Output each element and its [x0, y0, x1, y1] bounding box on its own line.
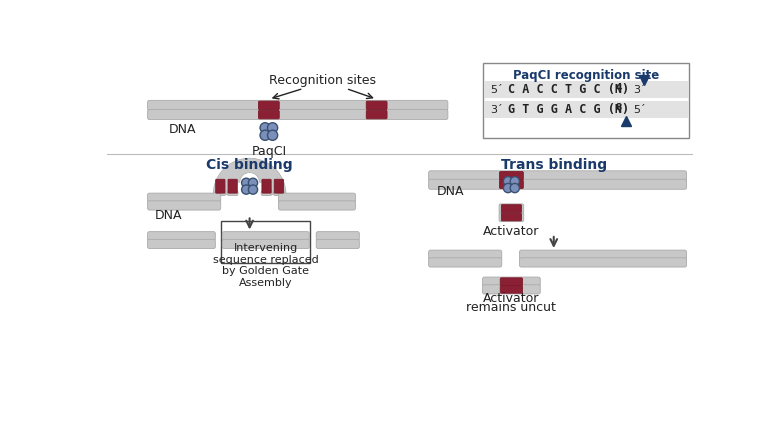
Circle shape — [268, 130, 278, 140]
FancyBboxPatch shape — [316, 232, 360, 241]
FancyBboxPatch shape — [499, 172, 523, 180]
Circle shape — [510, 183, 519, 193]
Text: remains uncut: remains uncut — [466, 301, 556, 314]
FancyBboxPatch shape — [502, 205, 521, 212]
FancyBboxPatch shape — [429, 258, 502, 267]
FancyBboxPatch shape — [261, 191, 272, 195]
FancyBboxPatch shape — [147, 239, 215, 249]
Text: C A C C T G C (N): C A C C T G C (N) — [508, 83, 629, 96]
FancyBboxPatch shape — [147, 201, 221, 210]
FancyBboxPatch shape — [500, 285, 523, 293]
Circle shape — [503, 183, 512, 193]
FancyBboxPatch shape — [316, 239, 360, 249]
Text: DNA: DNA — [155, 209, 183, 222]
FancyBboxPatch shape — [367, 101, 387, 110]
FancyBboxPatch shape — [278, 193, 356, 202]
Text: DNA: DNA — [437, 185, 464, 198]
FancyBboxPatch shape — [222, 232, 310, 241]
FancyBboxPatch shape — [216, 179, 225, 193]
FancyBboxPatch shape — [483, 285, 541, 294]
FancyBboxPatch shape — [278, 201, 356, 210]
Text: 8: 8 — [615, 103, 622, 112]
Text: Trans binding: Trans binding — [501, 159, 607, 172]
Text: Intervening
sequence replaced
by Golden Gate
Assembly: Intervening sequence replaced by Golden … — [213, 243, 319, 288]
FancyBboxPatch shape — [483, 277, 541, 286]
Text: 3´: 3´ — [633, 85, 646, 95]
Bar — [484, 102, 689, 118]
Text: G T G G A C G (N): G T G G A C G (N) — [508, 103, 629, 116]
FancyBboxPatch shape — [227, 191, 238, 195]
FancyBboxPatch shape — [519, 258, 686, 267]
Circle shape — [260, 123, 270, 133]
FancyBboxPatch shape — [499, 204, 523, 213]
Circle shape — [260, 130, 270, 140]
FancyBboxPatch shape — [147, 100, 448, 110]
FancyBboxPatch shape — [429, 179, 686, 189]
Circle shape — [242, 178, 251, 187]
FancyBboxPatch shape — [502, 213, 521, 221]
Circle shape — [248, 185, 257, 194]
Text: 5´: 5´ — [633, 105, 646, 115]
Bar — [484, 82, 689, 99]
Circle shape — [510, 177, 519, 186]
FancyBboxPatch shape — [258, 101, 279, 110]
FancyBboxPatch shape — [519, 250, 686, 259]
Circle shape — [242, 185, 251, 194]
Circle shape — [503, 177, 512, 186]
Text: DNA: DNA — [168, 123, 197, 136]
Text: PaqCI recognition site: PaqCI recognition site — [513, 69, 659, 82]
Text: Activator: Activator — [484, 225, 540, 238]
FancyBboxPatch shape — [147, 232, 215, 241]
Text: Cis binding: Cis binding — [206, 159, 293, 172]
FancyBboxPatch shape — [500, 278, 523, 285]
FancyBboxPatch shape — [228, 179, 237, 193]
Bar — [221, 221, 310, 263]
Bar — [483, 63, 690, 138]
FancyBboxPatch shape — [429, 171, 686, 181]
Circle shape — [248, 178, 257, 187]
FancyBboxPatch shape — [147, 110, 448, 120]
Circle shape — [268, 123, 278, 133]
FancyBboxPatch shape — [262, 179, 271, 193]
FancyBboxPatch shape — [274, 191, 284, 195]
FancyBboxPatch shape — [499, 212, 523, 222]
Text: 5´: 5´ — [491, 85, 503, 95]
FancyBboxPatch shape — [367, 110, 387, 119]
Text: 4: 4 — [615, 83, 622, 92]
FancyBboxPatch shape — [258, 110, 279, 119]
FancyBboxPatch shape — [222, 239, 310, 249]
FancyBboxPatch shape — [429, 250, 502, 259]
Text: PaqCI: PaqCI — [251, 146, 286, 159]
Text: 3´: 3´ — [491, 105, 503, 115]
FancyBboxPatch shape — [147, 193, 221, 202]
FancyBboxPatch shape — [275, 179, 283, 193]
Text: Recognition sites: Recognition sites — [269, 74, 376, 87]
FancyBboxPatch shape — [499, 180, 523, 189]
Text: Activator: Activator — [484, 292, 540, 305]
FancyBboxPatch shape — [215, 191, 225, 195]
